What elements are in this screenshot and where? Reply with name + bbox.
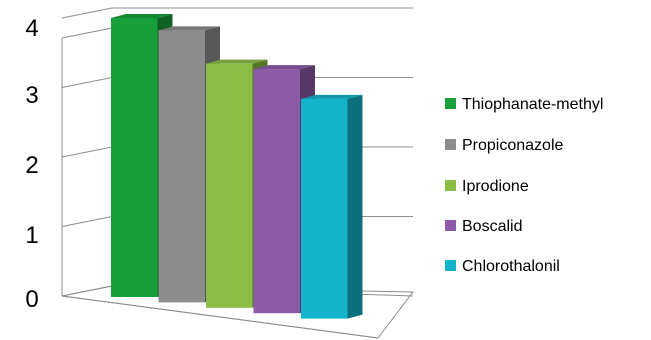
y-tick-label: 3 [25,82,38,109]
bar-chlorothalonil [301,94,363,319]
bar-front [301,98,348,319]
bar-top [253,65,315,70]
legend-swatch [445,98,456,109]
bars [111,14,363,319]
y-tick-label: 4 [25,15,38,42]
gridline [61,216,113,227]
legend-swatch [445,260,456,271]
x-axis-line [61,295,379,339]
legend-label: Iprodione [462,178,529,195]
legend-swatch [445,220,456,231]
bar-top [206,59,268,64]
bar-top [158,26,220,31]
legend-label: Thiophanate-methyl [462,96,603,113]
bar-top [111,14,173,18]
legend-swatch [445,180,456,191]
gridline [61,77,113,88]
bar-front [158,30,205,303]
y-tick-label: 2 [25,152,38,179]
legend: Thiophanate-methyl Propiconazole Iprodio… [445,96,603,275]
bar-front [206,63,253,308]
bar-top [301,94,363,99]
legend-swatch [445,139,456,150]
y-tick-label: 1 [25,222,38,249]
legend-label: Propiconazole [462,137,564,154]
bar-front [253,69,300,314]
wall-edge [61,27,113,39]
bar-front [111,18,158,297]
gridline [61,7,113,19]
legend-label: Boscalid [462,218,522,235]
y-axis-ticks: 0 1 2 3 4 [25,15,38,313]
bar-side [347,94,363,319]
y-tick-label: 0 [25,286,38,313]
legend-label: Chlorothalonil [462,258,560,275]
gridline [61,146,113,158]
